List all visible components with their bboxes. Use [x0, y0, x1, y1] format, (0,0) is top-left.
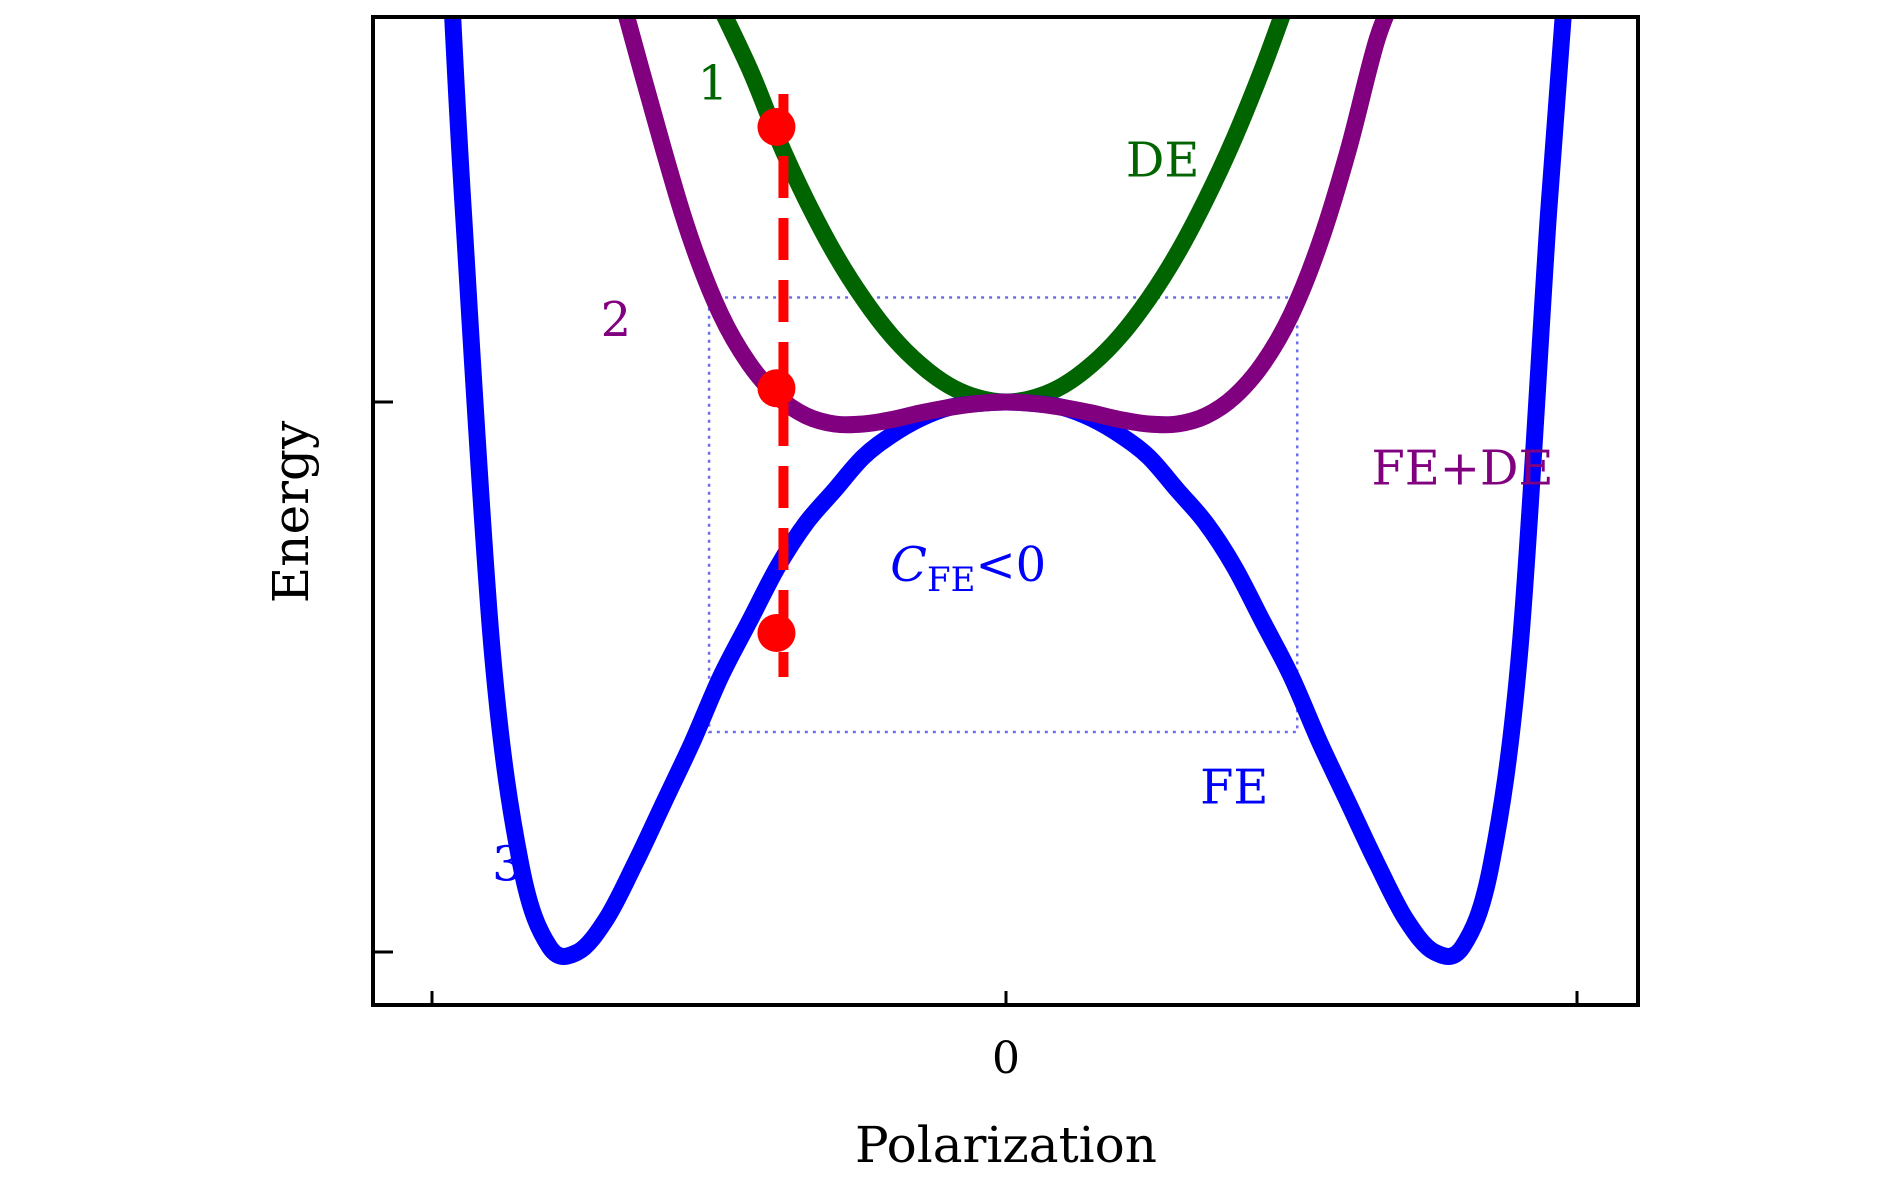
cfe-label: CFE<0	[890, 537, 1046, 600]
transition-marker-3	[757, 614, 796, 652]
cfe-symbol: C	[890, 537, 927, 593]
annotation-fe: FE	[1200, 760, 1268, 816]
annotation-de: DE	[1126, 133, 1200, 189]
overlay-layer: 1 2 3 DE FE+DE FE	[492, 56, 1553, 893]
x-tick-label-zero: 0	[992, 1033, 1020, 1084]
plot-frame	[371, 15, 1640, 1007]
series-line-de	[715, 17, 1291, 411]
transition-marker-2	[757, 369, 796, 408]
annotation-1: 1	[698, 56, 729, 112]
cfe-subscript: FE	[927, 560, 975, 600]
annotation-2: 2	[601, 292, 632, 348]
transition-marker-1	[757, 108, 796, 146]
cfe-relation: <0	[975, 537, 1046, 593]
y-axis-label: Energy	[262, 420, 320, 603]
annotation-fe-plus-de: FE+DE	[1371, 441, 1553, 497]
series-layer	[444, 17, 1572, 965]
annotation-3: 3	[492, 837, 523, 893]
axis-ticks	[375, 400, 1579, 1003]
x-axis-label: Polarization	[855, 1116, 1157, 1174]
series-line-fe-plus-de	[617, 17, 1395, 434]
